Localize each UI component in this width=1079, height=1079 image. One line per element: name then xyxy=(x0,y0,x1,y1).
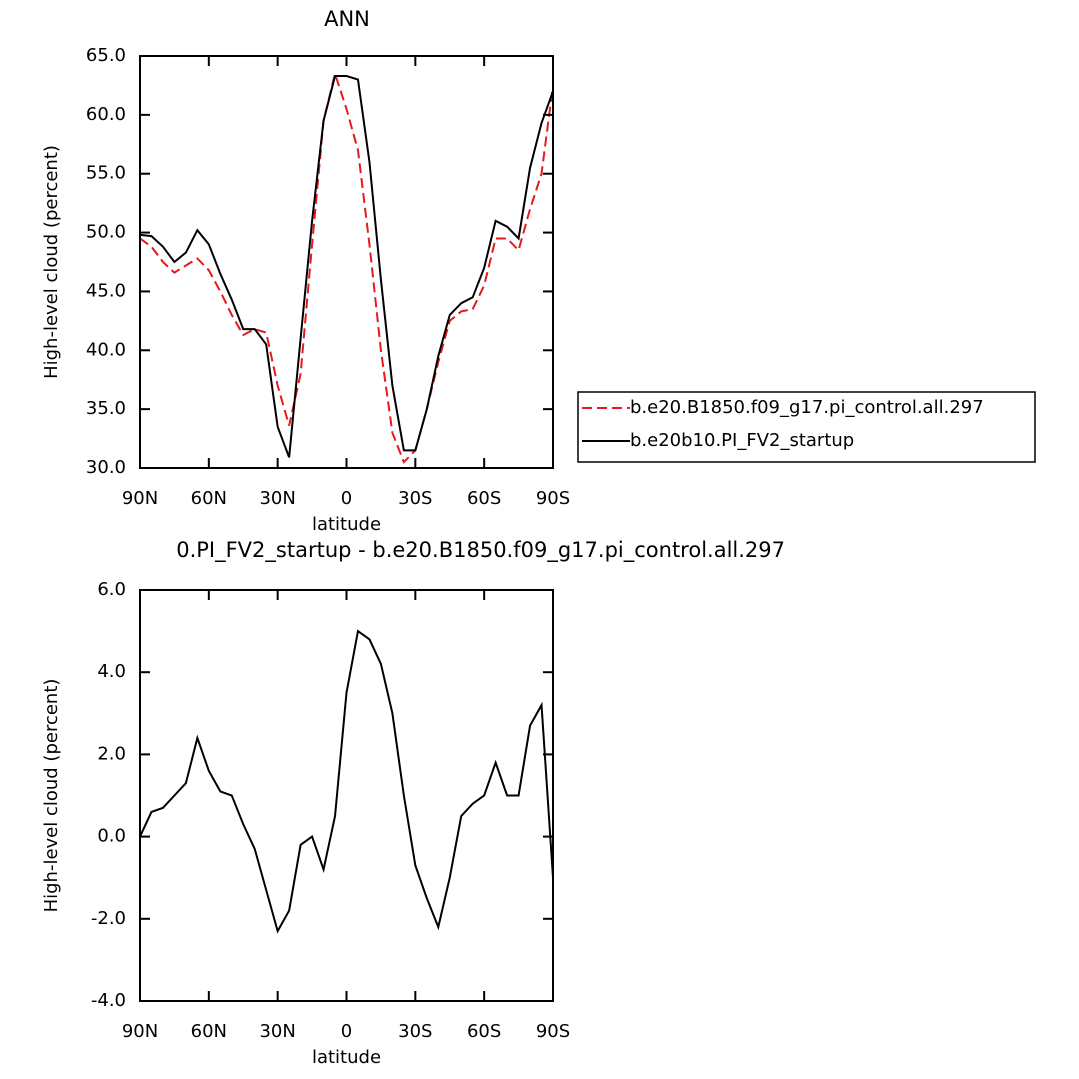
legend-label: b.e20b10.PI_FV2_startup xyxy=(630,430,854,451)
x-tick-label: 30S xyxy=(398,488,432,509)
y-tick-label: 2.0 xyxy=(97,743,126,764)
y-tick-label: 55.0 xyxy=(86,163,126,184)
y-tick-label: 50.0 xyxy=(86,222,126,243)
x-tick-label: 60N xyxy=(191,488,227,509)
y-tick-label: 30.0 xyxy=(86,457,126,478)
x-tick-label: 90S xyxy=(536,488,570,509)
x-tick-label: 90N xyxy=(122,488,158,509)
y-axis-label: High-level cloud (percent) xyxy=(41,679,62,913)
y-tick-label: 40.0 xyxy=(86,339,126,360)
x-tick-label: 0 xyxy=(341,488,352,509)
x-tick-label: 90S xyxy=(536,1021,570,1042)
legend-label: b.e20.B1850.f09_g17.pi_control.all.297 xyxy=(630,397,984,418)
x-tick-label: 30S xyxy=(398,1021,432,1042)
y-tick-label: 6.0 xyxy=(97,579,126,600)
x-tick-label: 30N xyxy=(259,488,295,509)
x-axis-label: latitude xyxy=(312,514,381,535)
x-tick-label: 0 xyxy=(341,1021,352,1042)
legend-box xyxy=(577,391,1036,463)
series-line xyxy=(139,629,554,934)
x-tick-label: 60N xyxy=(191,1021,227,1042)
y-tick-label: 0.0 xyxy=(97,826,126,847)
plot-frame xyxy=(139,589,554,1002)
series-line xyxy=(139,69,554,464)
y-tick-label: 60.0 xyxy=(86,104,126,125)
y-tick-label: 35.0 xyxy=(86,398,126,419)
y-axis-label: High-level cloud (percent) xyxy=(41,145,62,379)
x-tick-label: 90N xyxy=(122,1021,158,1042)
chart-title: ANN xyxy=(324,7,370,31)
x-tick-label: 30N xyxy=(259,1021,295,1042)
chart-title: 0.PI_FV2_startup - b.e20.B1850.f09_g17.p… xyxy=(176,538,785,563)
y-tick-label: 45.0 xyxy=(86,280,126,301)
y-tick-label: 65.0 xyxy=(86,45,126,66)
y-tick-label: 4.0 xyxy=(97,661,126,682)
x-tick-label: 60S xyxy=(467,1021,501,1042)
x-axis-label: latitude xyxy=(312,1047,381,1068)
x-tick-label: 60S xyxy=(467,488,501,509)
series-line xyxy=(139,75,554,458)
y-tick-label: -4.0 xyxy=(91,990,126,1011)
y-tick-label: -2.0 xyxy=(91,908,126,929)
